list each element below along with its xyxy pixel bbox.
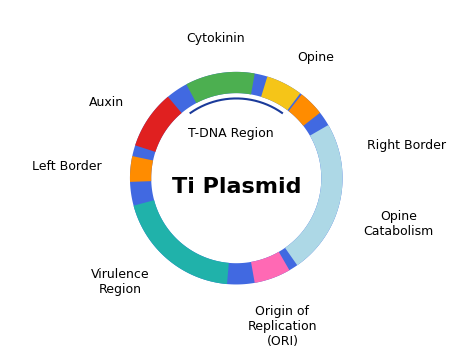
Text: Left Border: Left Border bbox=[32, 160, 102, 173]
Text: Ti Plasmid: Ti Plasmid bbox=[172, 177, 301, 197]
Polygon shape bbox=[130, 156, 153, 182]
Polygon shape bbox=[186, 72, 255, 103]
Text: Virulence
Region: Virulence Region bbox=[91, 267, 149, 296]
Text: Opine
Catabolism: Opine Catabolism bbox=[363, 211, 433, 238]
Polygon shape bbox=[285, 125, 343, 265]
Polygon shape bbox=[251, 252, 290, 283]
Polygon shape bbox=[261, 77, 300, 110]
Text: Auxin: Auxin bbox=[89, 96, 124, 109]
Text: Right Border: Right Border bbox=[367, 139, 446, 152]
Polygon shape bbox=[134, 200, 229, 284]
Polygon shape bbox=[130, 72, 343, 285]
Text: Opine: Opine bbox=[298, 52, 335, 64]
Text: Cytokinin: Cytokinin bbox=[186, 32, 245, 45]
Polygon shape bbox=[135, 97, 182, 152]
Text: T-DNA Region: T-DNA Region bbox=[188, 127, 274, 140]
Text: Origin of
Replication
(ORI): Origin of Replication (ORI) bbox=[248, 305, 317, 348]
Polygon shape bbox=[289, 95, 320, 126]
